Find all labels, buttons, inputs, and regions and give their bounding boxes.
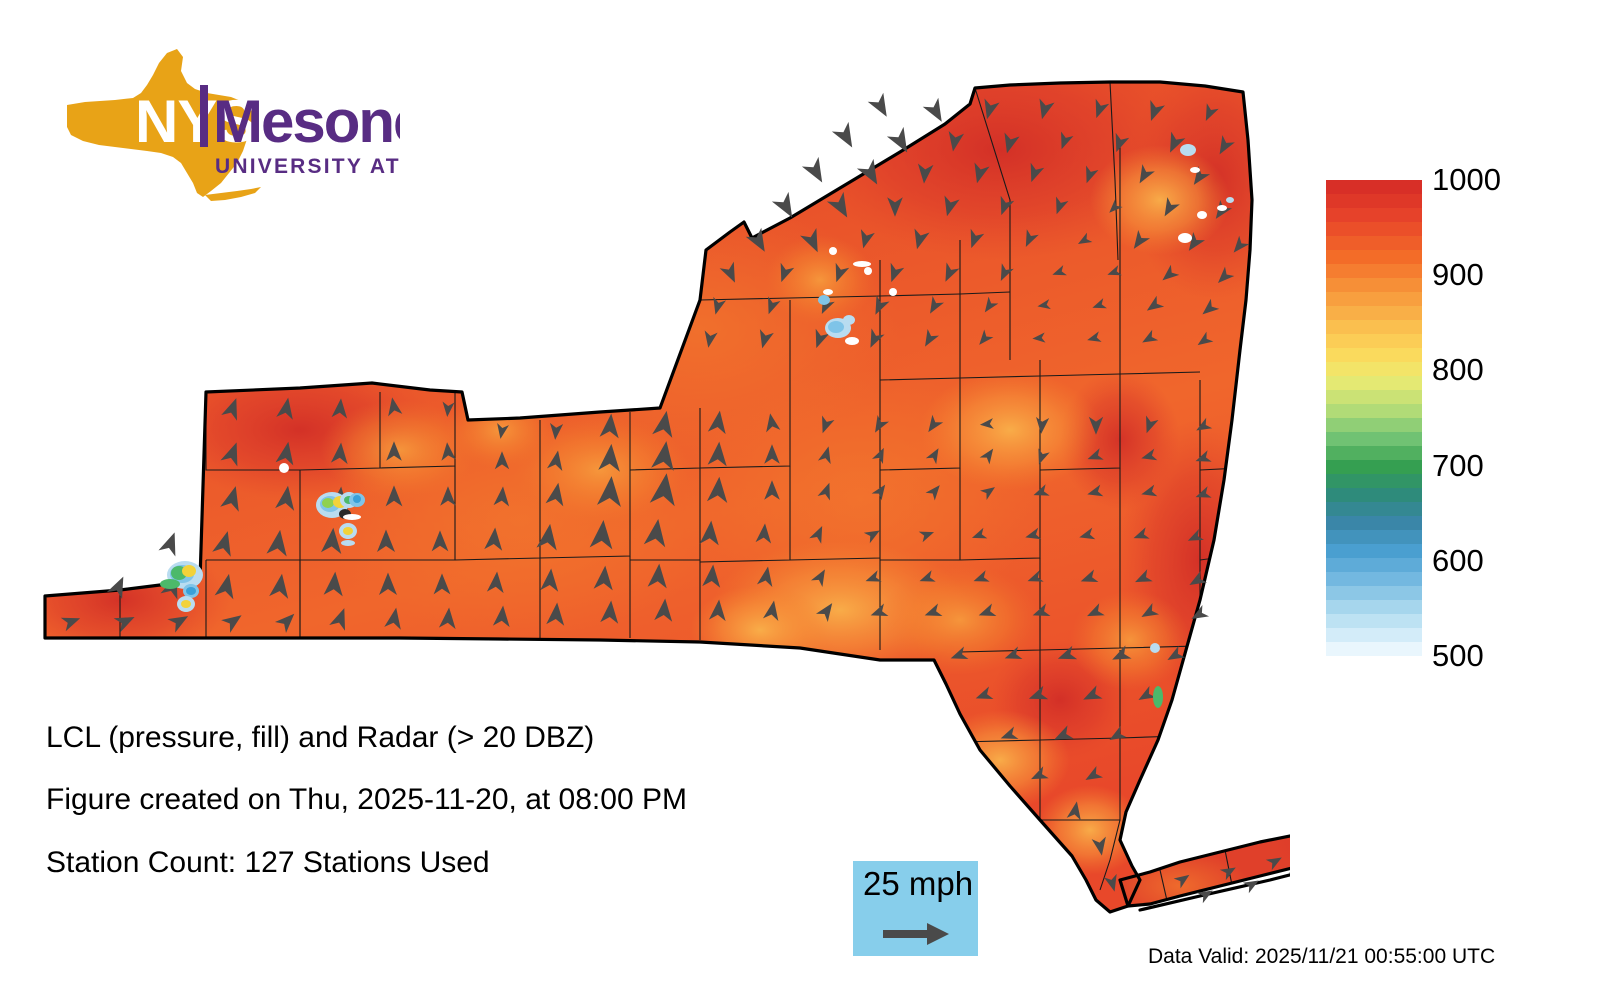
- colorbar-band: [1326, 236, 1422, 250]
- colorbar-band: [1326, 362, 1422, 376]
- pressure-colorbar: [1326, 180, 1422, 656]
- radar-echo-cell: [818, 289, 859, 345]
- colorbar-tick-500: 500: [1432, 638, 1484, 673]
- wind-arrow: [867, 92, 895, 122]
- radar-echo-dot: [829, 247, 837, 255]
- colorbar-band: [1326, 376, 1422, 390]
- colorbar-band: [1326, 544, 1422, 558]
- colorbar-band: [1326, 586, 1422, 600]
- mainland-pressure-fill: [45, 82, 1252, 912]
- colorbar-band: [1326, 264, 1422, 278]
- colorbar-band: [1326, 194, 1422, 208]
- radar-echo-cell: [160, 561, 203, 612]
- colorbar-band: [1326, 348, 1422, 362]
- colorbar-band: [1326, 516, 1422, 530]
- logo-divider: [200, 85, 208, 147]
- colorbar-band: [1326, 222, 1422, 236]
- colorbar-band: [1326, 628, 1422, 642]
- wind-arrow: [831, 121, 861, 153]
- colorbar-tick-800: 800: [1432, 352, 1484, 388]
- logo-nys-text: NYS: [135, 88, 255, 155]
- colorbar-band: [1326, 208, 1422, 222]
- radar-echo-cell: [316, 492, 365, 546]
- colorbar-band: [1326, 180, 1422, 194]
- colorbar-tick-600: 600: [1432, 542, 1484, 578]
- figure-created-timestamp: Figure created on Thu, 2025-11-20, at 08…: [46, 783, 687, 816]
- radar-echo-overlay: [160, 144, 1234, 737]
- colorbar-band: [1326, 306, 1422, 320]
- colorbar-band: [1326, 278, 1422, 292]
- colorbar-band: [1326, 502, 1422, 516]
- radar-echo-cell: [1153, 686, 1163, 708]
- colorbar-band: [1326, 460, 1422, 474]
- wind-arrow: [801, 156, 831, 188]
- wind-speed-legend: 25 mph: [853, 861, 978, 956]
- state-shape: [67, 49, 255, 197]
- colorbar-band: [1326, 292, 1422, 306]
- colorbar-band: [1326, 600, 1422, 614]
- station-count-label: Station Count: 127 Stations Used: [46, 846, 490, 879]
- radar-echo-dot: [853, 261, 871, 267]
- colorbar-band: [1326, 404, 1422, 418]
- colorbar-band: [1326, 320, 1422, 334]
- logo-mesonet-text: Mesonet: [213, 88, 400, 155]
- colorbar-tick-900: 900: [1432, 257, 1484, 293]
- radar-echo-cell: [1178, 144, 1234, 243]
- colorbar-band: [1326, 446, 1422, 460]
- wind-legend-label: 25 mph: [863, 865, 974, 902]
- logo-subtitle: UNIVERSITY AT ALBANY: [215, 155, 400, 178]
- nys-mesonet-logo: NYS Mesonet UNIVERSITY AT ALBANY: [55, 45, 400, 205]
- data-valid-timestamp: Data Valid: 2025/11/21 00:55:00 UTC: [1148, 945, 1496, 968]
- colorbar-band: [1326, 558, 1422, 572]
- colorbar-band: [1326, 390, 1422, 404]
- radar-echo-dot: [1166, 729, 1184, 737]
- colorbar-band: [1326, 642, 1422, 656]
- long-island-outline: [1118, 834, 1290, 908]
- colorbar-band: [1326, 418, 1422, 432]
- colorbar-band: [1326, 530, 1422, 544]
- radar-echo-dot: [889, 288, 897, 296]
- wind-arrow: [158, 529, 184, 557]
- state-outline: [43, 80, 1254, 914]
- radar-echo-dot: [279, 463, 289, 473]
- colorbar-tick-labels: 1000 900 800 700 600 500: [1432, 164, 1582, 671]
- wind-legend-arrow-icon: [883, 923, 949, 945]
- ny-state-silhouette: [67, 49, 261, 201]
- long-island-shape: [205, 187, 261, 201]
- colorbar-band: [1326, 334, 1422, 348]
- colorbar-band: [1326, 474, 1422, 488]
- colorbar-band: [1326, 250, 1422, 264]
- county-boundaries: [119, 82, 1241, 891]
- radar-echo-dot: [1150, 643, 1160, 653]
- colorbar-tick-1000: 1000: [1432, 162, 1501, 197]
- colorbar-tick-700: 700: [1432, 447, 1484, 483]
- colorbar-band: [1326, 614, 1422, 628]
- colorbar-band: [1326, 572, 1422, 586]
- radar-echo-dot: [864, 267, 872, 275]
- figure-title: LCL (pressure, fill) and Radar (> 20 DBZ…: [46, 721, 595, 754]
- lcl-pressure-map: [43, 80, 1290, 914]
- long-island-south-shore: [1138, 873, 1290, 912]
- colorbar-band: [1326, 432, 1422, 446]
- colorbar-band: [1326, 488, 1422, 502]
